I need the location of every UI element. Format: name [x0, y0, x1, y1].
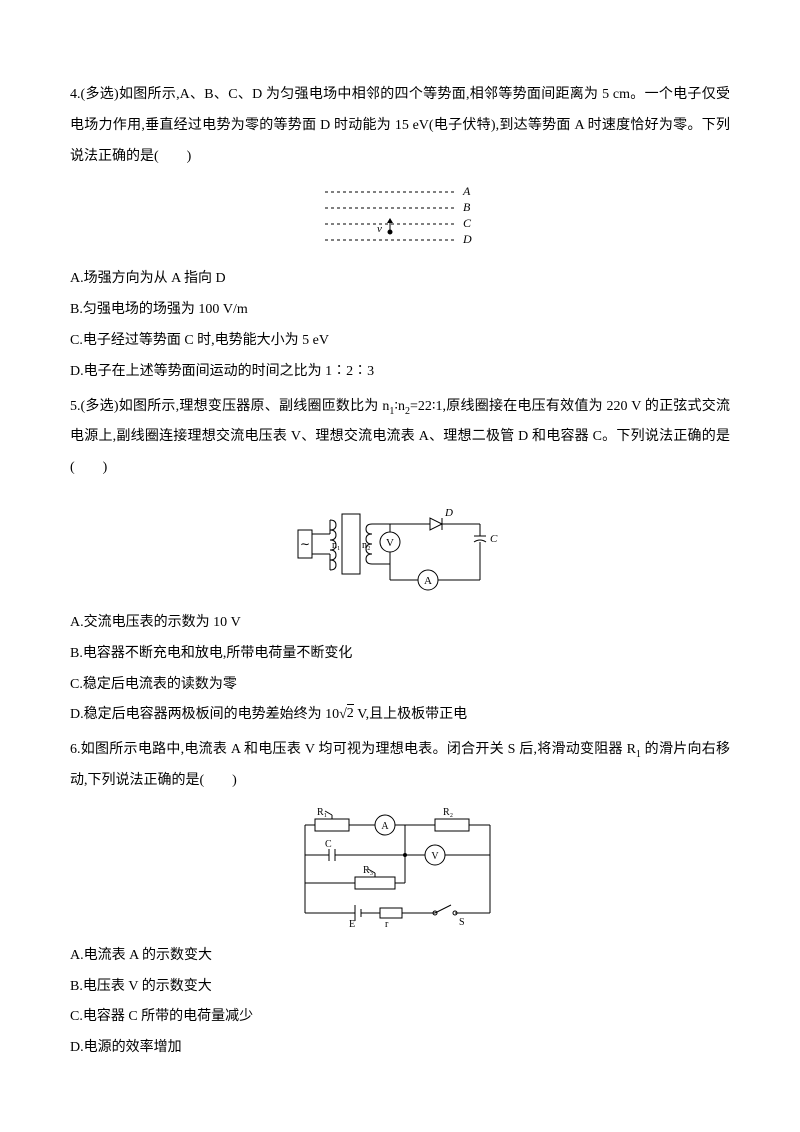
r2-label: R₂ — [443, 807, 453, 818]
q5-option-d-a: D.稳定后电容器两极板间的电势差始终为 10 — [70, 707, 339, 722]
diode-label: D — [444, 507, 453, 519]
label-v: v — [377, 223, 382, 235]
q4-stem: 4.(多选)如图所示,A、B、C、D 为匀强电场中相邻的四个等势面,相邻等势面间… — [70, 80, 730, 172]
c-label: C — [325, 839, 332, 850]
q5-option-a: A.交流电压表的示数为 10 V — [70, 608, 730, 639]
q6-option-c: C.电容器 C 所带的电荷量减少 — [70, 1002, 730, 1033]
equipotential-diagram: A B C D v — [315, 180, 485, 258]
question-4: 4.(多选)如图所示,A、B、C、D 为匀强电场中相邻的四个等势面,相邻等势面间… — [70, 80, 730, 388]
q5-stem-b: ∶n — [394, 399, 405, 414]
label-B: B — [463, 200, 471, 214]
r-label: r — [385, 919, 389, 930]
q5-stem-a: 5.(多选)如图所示,理想变压器原、副线圈匝数比为 n — [70, 399, 389, 414]
label-D: D — [462, 232, 472, 246]
q6-option-a: A.电流表 A 的示数变大 — [70, 941, 730, 972]
r3-label: R₃ — [363, 865, 373, 876]
ac-symbol: ∼ — [300, 537, 310, 551]
q6-options: A.电流表 A 的示数变大 B.电压表 V 的示数变大 C.电容器 C 所带的电… — [70, 941, 730, 1064]
q4-figure: A B C D v — [70, 180, 730, 258]
label-A: A — [462, 184, 471, 198]
sqrt2: 2 — [347, 704, 354, 721]
q5-option-b: B.电容器不断充电和放电,所带电荷量不断变化 — [70, 639, 730, 670]
q4-options: A.场强方向为从 A 指向 D B.匀强电场的场强为 100 V/m C.电子经… — [70, 264, 730, 387]
q6-stem-a: 6.如图所示电路中,电流表 A 和电压表 V 均可视为理想电表。闭合开关 S 后… — [70, 742, 636, 757]
q6-option-b: B.电压表 V 的示数变大 — [70, 972, 730, 1003]
n1-label: n₁ — [332, 540, 341, 551]
q5-option-d: D.稳定后电容器两极板间的电势差始终为 10√2 V,且上极板带正电 — [70, 700, 730, 731]
transformer-circuit: ∼ V — [290, 492, 510, 602]
q6-option-d: D.电源的效率增加 — [70, 1033, 730, 1064]
q6-figure: R₁ A R₂ C — [70, 805, 730, 935]
q5-option-c: C.稳定后电流表的读数为零 — [70, 670, 730, 701]
ammeter-label: A — [424, 575, 432, 587]
n2-label: n₂ — [362, 540, 371, 551]
q6-stem: 6.如图所示电路中,电流表 A 和电压表 V 均可视为理想电表。闭合开关 S 后… — [70, 735, 730, 797]
question-6: 6.如图所示电路中,电流表 A 和电压表 V 均可视为理想电表。闭合开关 S 后… — [70, 735, 730, 1064]
e-label: E — [349, 919, 355, 930]
q5-option-d-b: V,且上极板带正电 — [354, 707, 467, 722]
dc-circuit: R₁ A R₂ C — [285, 805, 515, 935]
q5-figure: ∼ V — [70, 492, 730, 602]
ammeter-label: A — [381, 821, 389, 832]
q5-stem: 5.(多选)如图所示,理想变压器原、副线圈匝数比为 n1∶n2=22∶1,原线圈… — [70, 392, 730, 484]
s-label: S — [459, 917, 465, 928]
q4-option-c: C.电子经过等势面 C 时,电势能大小为 5 eV — [70, 326, 730, 357]
q4-option-a: A.场强方向为从 A 指向 D — [70, 264, 730, 295]
q5-options: A.交流电压表的示数为 10 V B.电容器不断充电和放电,所带电荷量不断变化 … — [70, 608, 730, 731]
q4-option-d: D.电子在上述等势面间运动的时间之比为 1∶2∶3 — [70, 357, 730, 388]
r1-label: R₁ — [317, 807, 327, 818]
capacitor-label: C — [490, 533, 498, 545]
voltmeter-label: V — [431, 851, 439, 862]
question-5: 5.(多选)如图所示,理想变压器原、副线圈匝数比为 n1∶n2=22∶1,原线圈… — [70, 392, 730, 732]
label-C: C — [463, 216, 472, 230]
q4-option-b: B.匀强电场的场强为 100 V/m — [70, 295, 730, 326]
voltmeter-label: V — [386, 537, 394, 549]
